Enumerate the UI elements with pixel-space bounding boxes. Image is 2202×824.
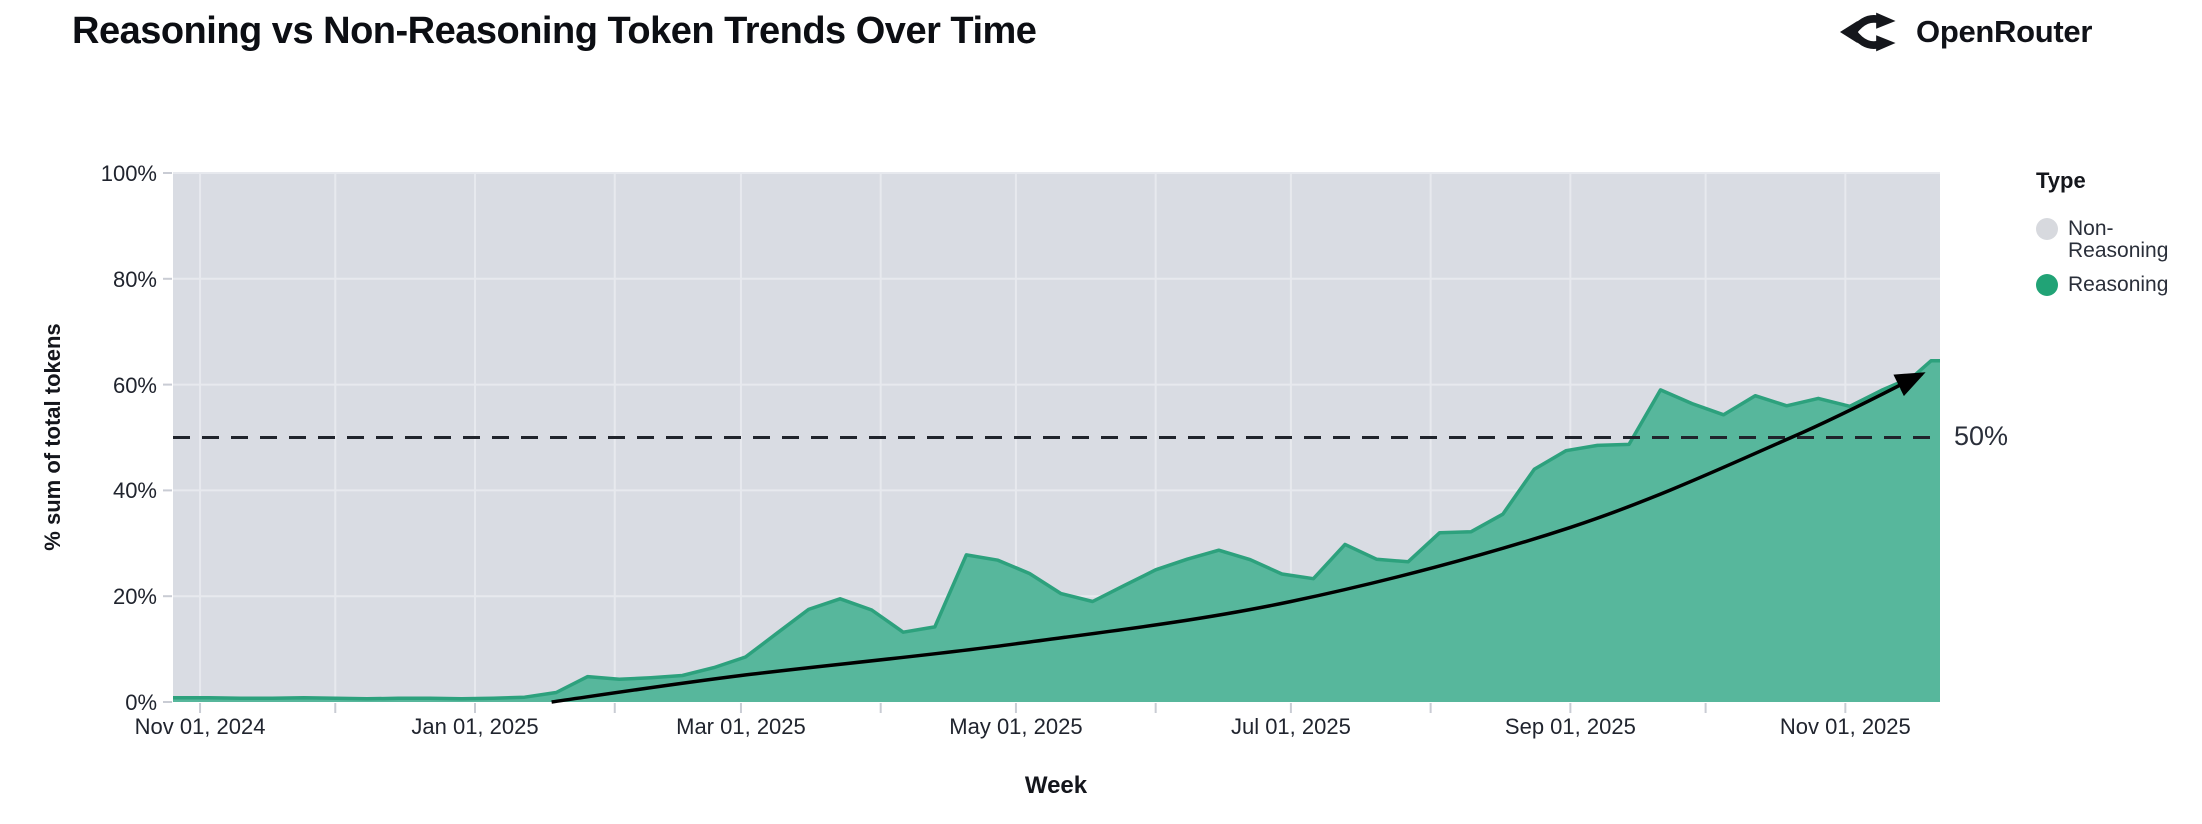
x-tick-label: Nov 01, 2024 [134, 714, 266, 739]
legend-title: Type [2036, 168, 2086, 193]
threshold-line-label: 50% [1954, 421, 2009, 451]
legend-label: Reasoning [2068, 273, 2169, 296]
brand-name: OpenRouter [1916, 14, 2093, 49]
reasoning-area [173, 360, 1940, 702]
y-tick-label: 80% [112, 266, 157, 292]
legend-label: Non-Reasoning [2068, 217, 2169, 262]
y-axis-title: % sum of total tokens [40, 323, 65, 551]
brand: OpenRouter [1840, 6, 2092, 58]
y-tick-label: 60% [112, 372, 157, 398]
legend-swatch-icon [2036, 218, 2058, 240]
trend-arrow [551, 372, 1926, 704]
x-tick-label: Jul 01, 2025 [1230, 714, 1351, 739]
openrouter-logo-icon [1840, 12, 1896, 52]
y-tick-label: 40% [112, 478, 157, 504]
y-tick-label: 100% [100, 161, 157, 186]
reasoning-line [173, 359, 1940, 701]
legend-item: Reasoning [2036, 274, 2198, 296]
x-tick-label: May 01, 2025 [949, 714, 1083, 739]
legend-swatch-icon [2036, 274, 2058, 296]
x-tick-label: Sep 01, 2025 [1504, 714, 1636, 739]
x-tick-label: Mar 01, 2025 [676, 714, 806, 739]
page-title: Reasoning vs Non-Reasoning Token Trends … [72, 10, 1037, 52]
x-tick-label: Nov 01, 2025 [1779, 714, 1911, 739]
legend-item: Non-Reasoning [2036, 218, 2198, 262]
legend: Type Non-Reasoning Reasoning [2036, 168, 2198, 308]
y-tick-label: 0% [125, 690, 157, 715]
x-tick-label: Jan 01, 2025 [411, 714, 539, 739]
x-axis-title: Week [1024, 772, 1088, 799]
y-tick-label: 20% [112, 584, 157, 610]
